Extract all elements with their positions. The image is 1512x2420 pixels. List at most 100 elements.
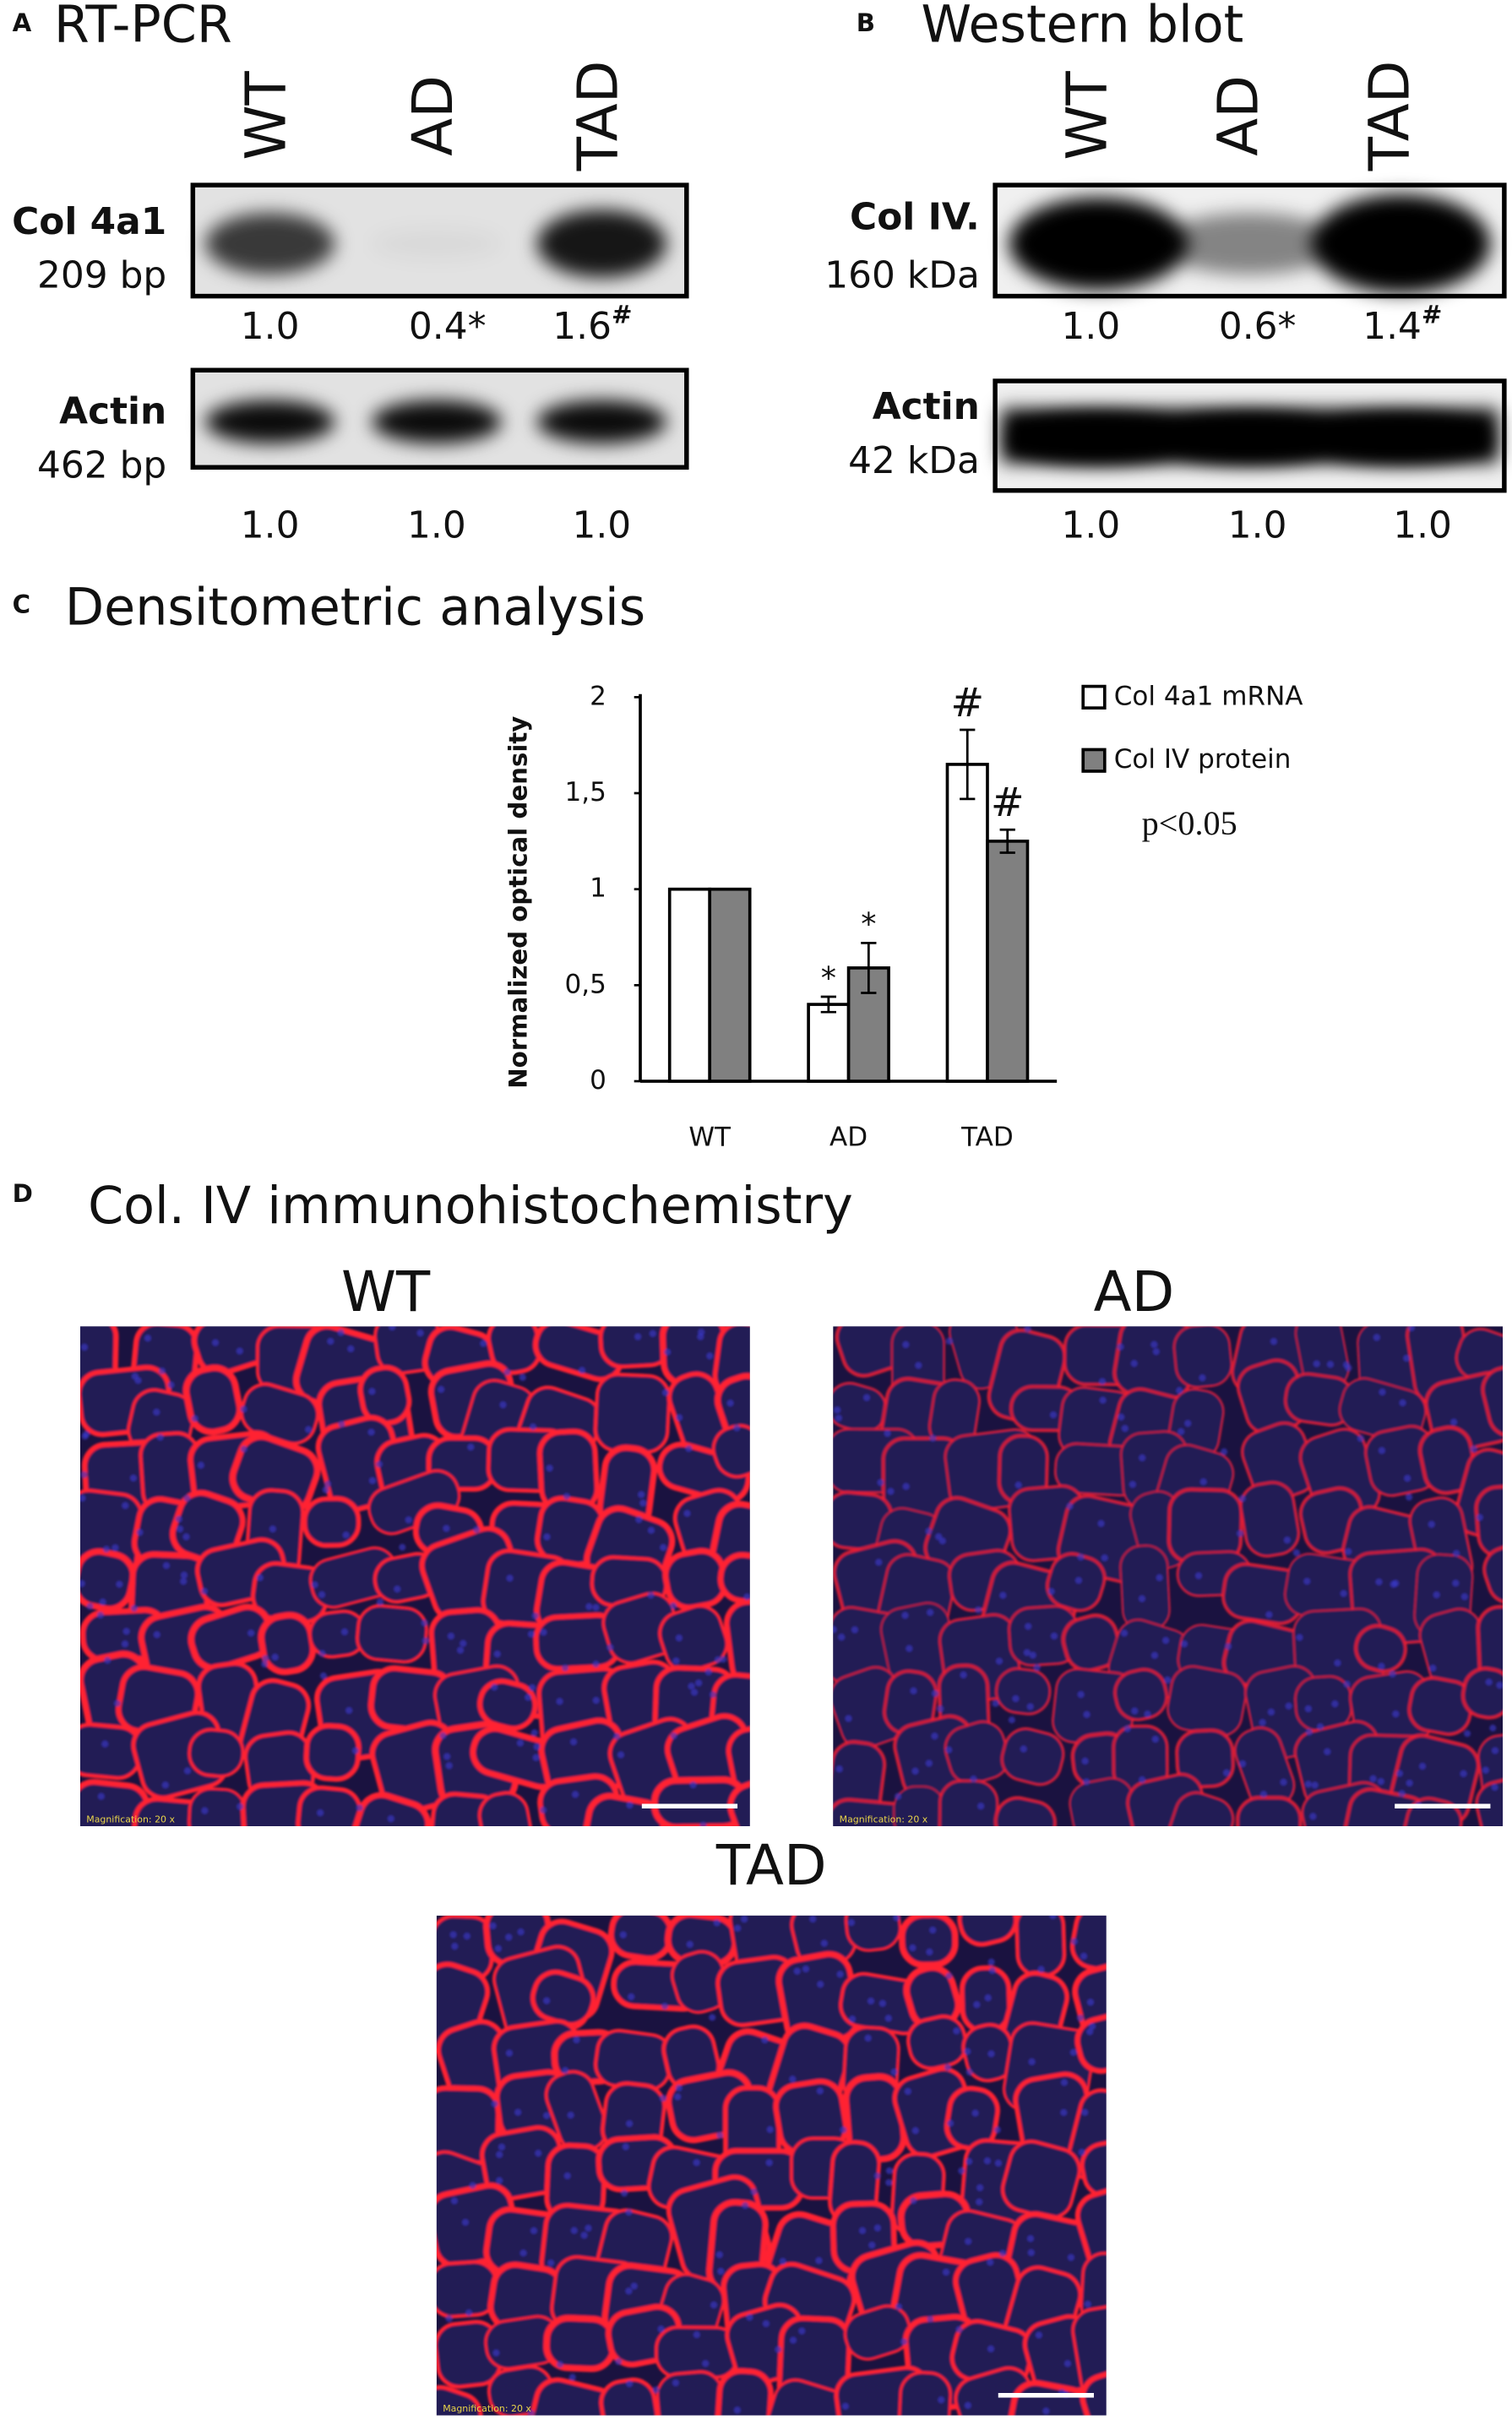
nucleus (531, 1612, 539, 1619)
chart-title: Densitometric analysis (65, 579, 645, 638)
nucleus (1139, 1454, 1146, 1461)
nucleus (878, 1999, 886, 2007)
nucleus (162, 1562, 170, 1569)
nucleus (505, 2049, 513, 2057)
ratio: 1.4# (1362, 300, 1442, 348)
nucleus (664, 1348, 672, 1356)
tubule (1071, 2303, 1107, 2402)
nucleus (473, 1526, 481, 1534)
tubule (717, 1552, 750, 1609)
tubule (1482, 1542, 1504, 1605)
lane-label: AD (1205, 75, 1270, 156)
nucleus (1118, 1413, 1125, 1421)
nucleus (833, 1626, 837, 1634)
nucleus (237, 1803, 244, 1810)
nucleus (672, 2379, 679, 2387)
nucleus (319, 1672, 327, 1679)
nucleus (798, 2327, 806, 2335)
nucleus (489, 1922, 497, 1930)
nucleus (838, 1634, 846, 1641)
nucleus (965, 2238, 972, 2245)
nucleus (938, 2396, 945, 2404)
nucleus (1259, 1719, 1266, 1727)
nucleus (422, 1637, 429, 1645)
nucleus (585, 1603, 593, 1611)
tubule (436, 2385, 483, 2416)
nucleus (709, 2014, 716, 2021)
image-caption: Magnification: 20 x (840, 1814, 928, 1825)
nucleus (161, 1781, 169, 1789)
nucleus (955, 2325, 963, 2333)
nucleus (1199, 1374, 1206, 1382)
nucleus (1283, 1536, 1291, 1544)
nucleus (1164, 1676, 1172, 1683)
ratio: 1.0 (241, 305, 300, 348)
nucleus (1029, 1651, 1036, 1659)
nucleus (1123, 1725, 1131, 1732)
nucleus (661, 1389, 670, 1396)
nucleus (540, 1806, 547, 1814)
legend-label: Col IV protein (1114, 744, 1292, 775)
nucleus (1076, 2014, 1084, 2021)
nucleus (902, 1482, 910, 1490)
nucleus (1144, 1710, 1151, 1718)
image-title: TAD (715, 1833, 827, 1898)
nucleus (1121, 1425, 1129, 1433)
nucleus (697, 1333, 704, 1341)
nucleus (1340, 1590, 1347, 1597)
nucleus (1117, 1343, 1124, 1351)
nucleus (525, 1694, 532, 1701)
tubule (296, 1785, 362, 1826)
nucleus (1089, 2022, 1096, 2031)
nucleus (1343, 1361, 1351, 1368)
nucleus (1023, 1649, 1031, 1656)
tubule (727, 1776, 750, 1826)
nucleus (904, 2087, 911, 2095)
nucleus (465, 2309, 473, 2317)
nucleus (578, 1367, 586, 1374)
nucleus (674, 2093, 682, 2101)
ratio: 0.4* (409, 305, 487, 348)
band (536, 209, 667, 278)
nucleus (1012, 1695, 1020, 1703)
nucleus (1086, 1999, 1095, 2006)
nucleus (976, 2184, 984, 2192)
nucleus (867, 1997, 875, 2005)
nucleus (1162, 1637, 1170, 1645)
nucleus (421, 1619, 428, 1627)
nucleus (563, 1493, 570, 1500)
nucleus (492, 2349, 500, 2357)
nucleus (97, 1792, 105, 1800)
nucleus (630, 2282, 638, 2290)
nucleus (890, 2068, 898, 2075)
nucleus (884, 2015, 892, 2022)
nucleus (925, 1527, 933, 1535)
nucleus (1080, 1952, 1088, 1960)
nucleus (592, 1697, 600, 1705)
nucleus (617, 1751, 624, 1759)
nucleus (175, 1515, 182, 1523)
nucleus (841, 2402, 849, 2410)
nucleus (884, 1429, 891, 1438)
panel-label: A (13, 8, 32, 37)
band (204, 212, 335, 275)
nucleus (540, 1629, 547, 1636)
band (372, 228, 502, 259)
nucleus (256, 1574, 264, 1581)
nucleus (1378, 1662, 1385, 1670)
nucleus (451, 1943, 459, 1950)
nucleus (720, 1656, 727, 1663)
nucleus (271, 1653, 279, 1661)
nucleus (337, 1329, 345, 1336)
nucleus (1496, 1682, 1504, 1689)
nucleus (625, 2208, 633, 2216)
nucleus (580, 2232, 588, 2239)
nucleus (1489, 1724, 1497, 1732)
panel-label: B (857, 8, 875, 37)
blot-bands (204, 209, 667, 278)
bar (986, 840, 1030, 1083)
nucleus (443, 1525, 450, 1532)
nucleus (592, 1603, 600, 1612)
nucleus (746, 2314, 753, 2321)
nucleus (765, 2159, 773, 2167)
